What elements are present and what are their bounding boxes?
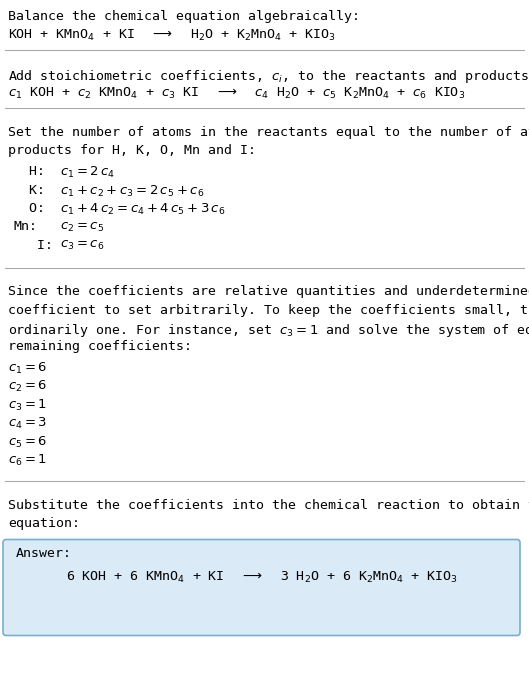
Text: Since the coefficients are relative quantities and underdetermined, choose a: Since the coefficients are relative quan… [8,286,529,298]
Text: Substitute the coefficients into the chemical reaction to obtain the balanced: Substitute the coefficients into the che… [8,499,529,513]
Text: $c_5 = 6$: $c_5 = 6$ [8,434,47,449]
Text: $c_1 + 4\,c_2 = c_4 + 4\,c_5 + 3\,c_6$: $c_1 + 4\,c_2 = c_4 + 4\,c_5 + 3\,c_6$ [60,202,225,217]
Text: $c_1 = 6$: $c_1 = 6$ [8,361,47,376]
Text: Add stoichiometric coefficients, $c_i$, to the reactants and products:: Add stoichiometric coefficients, $c_i$, … [8,68,529,85]
Text: Mn:: Mn: [13,221,37,234]
Text: $c_1 = 2\,c_4$: $c_1 = 2\,c_4$ [60,165,115,180]
Text: ordinarily one. For instance, set $c_3 = 1$ and solve the system of equations fo: ordinarily one. For instance, set $c_3 =… [8,322,529,339]
Text: K:: K: [13,183,45,196]
Text: coefficient to set arbitrarily. To keep the coefficients small, the arbitrary va: coefficient to set arbitrarily. To keep … [8,304,529,317]
Text: $c_6 = 1$: $c_6 = 1$ [8,453,47,468]
Text: O:: O: [13,202,45,215]
Text: equation:: equation: [8,517,80,530]
Text: products for H, K, O, Mn and I:: products for H, K, O, Mn and I: [8,144,256,157]
Text: I:: I: [13,239,53,252]
Text: H:: H: [13,165,45,178]
Text: $c_3 = 1$: $c_3 = 1$ [8,398,47,413]
Text: $c_4 = 3$: $c_4 = 3$ [8,416,47,431]
Text: remaining coefficients:: remaining coefficients: [8,339,192,352]
Text: $c_2 = 6$: $c_2 = 6$ [8,379,47,394]
Text: $c_1$ KOH + $c_2$ KMnO$_4$ + $c_3$ KI  $\longrightarrow$  $c_4$ H$_2$O + $c_5$ K: $c_1$ KOH + $c_2$ KMnO$_4$ + $c_3$ KI $\… [8,86,465,101]
Text: $c_3 = c_6$: $c_3 = c_6$ [60,239,104,252]
Text: Balance the chemical equation algebraically:: Balance the chemical equation algebraica… [8,10,360,23]
Text: 6 KOH + 6 KMnO$_4$ + KI  $\longrightarrow$  3 H$_2$O + 6 K$_2$MnO$_4$ + KIO$_3$: 6 KOH + 6 KMnO$_4$ + KI $\longrightarrow… [66,570,458,585]
Text: KOH + KMnO$_4$ + KI  $\longrightarrow$  H$_2$O + K$_2$MnO$_4$ + KIO$_3$: KOH + KMnO$_4$ + KI $\longrightarrow$ H$… [8,28,336,43]
Text: Set the number of atoms in the reactants equal to the number of atoms in the: Set the number of atoms in the reactants… [8,126,529,139]
FancyBboxPatch shape [3,539,520,635]
Text: $c_1 + c_2 + c_3 = 2\,c_5 + c_6$: $c_1 + c_2 + c_3 = 2\,c_5 + c_6$ [60,183,204,199]
Text: $c_2 = c_5$: $c_2 = c_5$ [60,221,104,234]
Text: Answer:: Answer: [16,548,72,561]
